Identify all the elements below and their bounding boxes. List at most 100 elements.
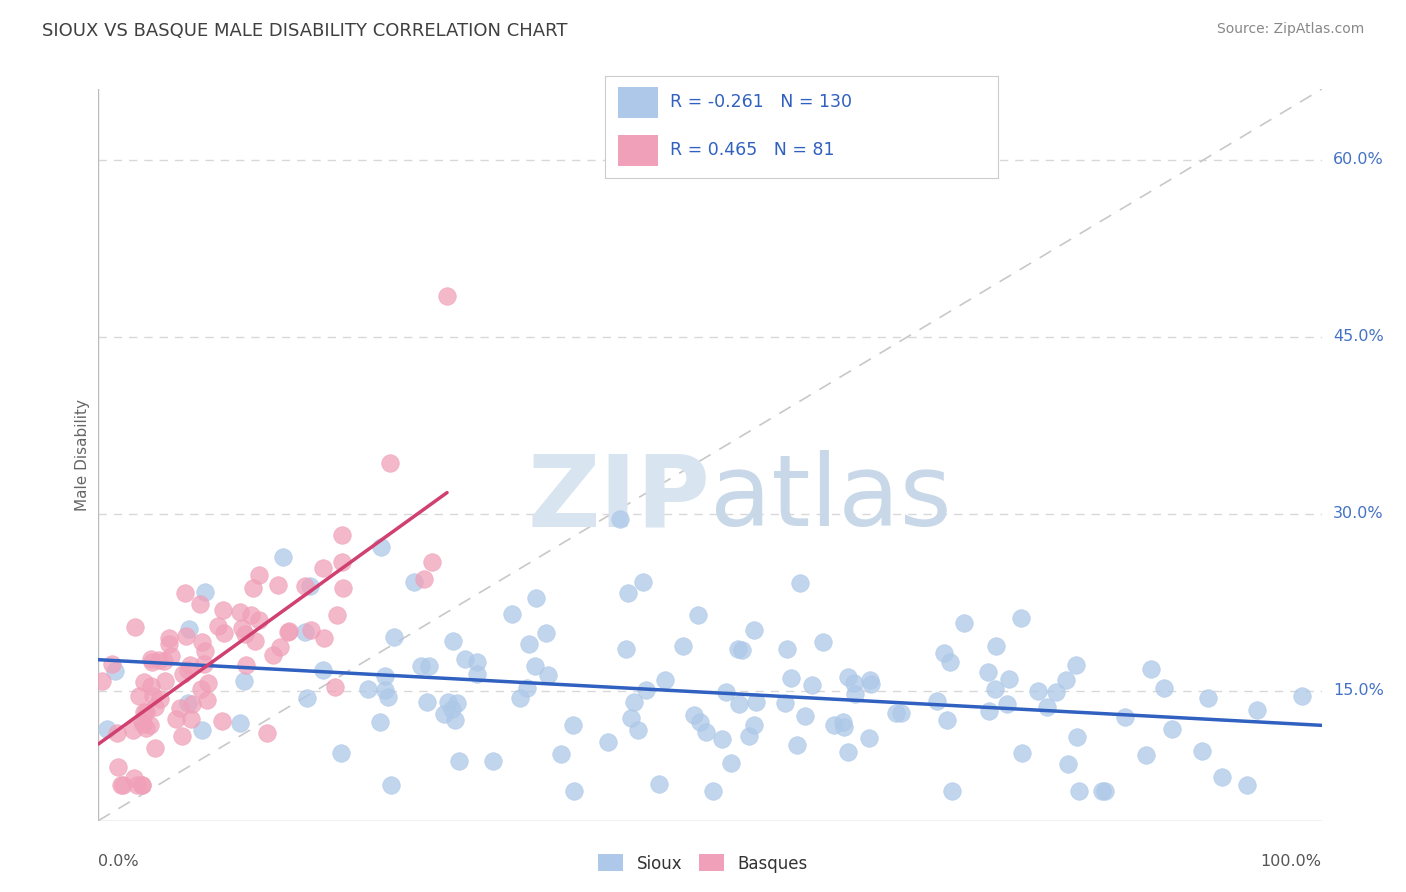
Point	[142, 689, 165, 703]
Y-axis label: Male Disability: Male Disability	[75, 399, 90, 511]
Point	[716, 684, 738, 698]
Point	[562, 784, 585, 798]
Point	[294, 579, 316, 593]
Point	[294, 625, 316, 640]
Point	[228, 606, 250, 620]
Point	[695, 724, 717, 739]
Point	[139, 651, 162, 665]
Point	[193, 657, 215, 671]
Point	[786, 738, 808, 752]
Point	[742, 718, 765, 732]
Point	[312, 664, 335, 678]
Point	[157, 631, 180, 645]
Point	[793, 709, 815, 723]
Point	[617, 586, 640, 600]
Text: R = -0.261   N = 130: R = -0.261 N = 130	[669, 94, 852, 112]
Point	[174, 629, 197, 643]
Point	[823, 718, 845, 732]
Text: atlas: atlas	[710, 450, 952, 548]
Point	[1211, 771, 1233, 785]
Point	[550, 747, 572, 761]
Text: SIOUX VS BASQUE MALE DISABILITY CORRELATION CHART: SIOUX VS BASQUE MALE DISABILITY CORRELAT…	[42, 22, 568, 40]
Point	[454, 652, 477, 666]
Point	[135, 721, 157, 735]
Point	[1066, 730, 1088, 744]
Point	[801, 678, 824, 692]
Point	[231, 621, 253, 635]
Point	[176, 697, 198, 711]
Point	[382, 631, 405, 645]
Point	[297, 690, 319, 705]
Point	[1045, 684, 1067, 698]
Point	[191, 635, 214, 649]
Point	[1191, 744, 1213, 758]
Point	[702, 784, 724, 798]
Point	[837, 745, 859, 759]
Point	[239, 607, 262, 622]
Point	[174, 586, 197, 600]
Point	[654, 673, 676, 687]
Point	[1160, 722, 1182, 736]
Point	[444, 713, 467, 727]
Point	[179, 622, 201, 636]
Point	[936, 713, 959, 727]
Point	[207, 619, 229, 633]
Point	[177, 664, 200, 678]
Point	[101, 657, 124, 672]
Point	[860, 677, 883, 691]
Point	[298, 579, 321, 593]
Point	[844, 688, 866, 702]
Point	[141, 655, 163, 669]
Point	[886, 706, 908, 720]
Point	[984, 682, 1007, 697]
Point	[789, 576, 811, 591]
Point	[214, 625, 236, 640]
Point	[277, 624, 299, 639]
Point	[1197, 691, 1219, 706]
Point	[1091, 784, 1114, 798]
Point	[232, 673, 254, 688]
Point	[711, 732, 734, 747]
Text: 100.0%: 100.0%	[1261, 854, 1322, 869]
Point	[242, 581, 264, 595]
Text: R = 0.465   N = 81: R = 0.465 N = 81	[669, 141, 834, 159]
Point	[780, 671, 803, 685]
Point	[927, 694, 949, 708]
Point	[623, 695, 645, 709]
Point	[211, 714, 233, 728]
Point	[314, 632, 336, 646]
Point	[837, 670, 859, 684]
Point	[977, 704, 1000, 718]
Point	[190, 682, 212, 697]
Text: 45.0%: 45.0%	[1333, 329, 1384, 344]
Point	[932, 647, 955, 661]
Point	[831, 715, 853, 730]
Point	[441, 634, 464, 648]
Point	[271, 549, 294, 564]
Point	[524, 591, 547, 606]
Point	[139, 679, 162, 693]
Point	[648, 777, 671, 791]
Point	[380, 778, 402, 792]
Point	[1054, 673, 1077, 688]
Text: Source: ZipAtlas.com: Source: ZipAtlas.com	[1216, 22, 1364, 37]
Point	[1067, 784, 1090, 798]
Point	[277, 624, 299, 638]
Point	[374, 669, 396, 683]
Point	[124, 620, 146, 634]
Point	[986, 640, 1008, 654]
Point	[330, 527, 353, 541]
Point	[614, 641, 637, 656]
Point	[536, 668, 558, 682]
Point	[247, 613, 270, 627]
Point	[378, 456, 401, 470]
Point	[267, 578, 290, 592]
Point	[418, 658, 440, 673]
Point	[413, 572, 436, 586]
Point	[742, 623, 765, 637]
Point	[131, 714, 153, 728]
Point	[727, 642, 749, 657]
Point	[738, 729, 761, 743]
Point	[598, 734, 620, 748]
Point	[437, 695, 460, 709]
